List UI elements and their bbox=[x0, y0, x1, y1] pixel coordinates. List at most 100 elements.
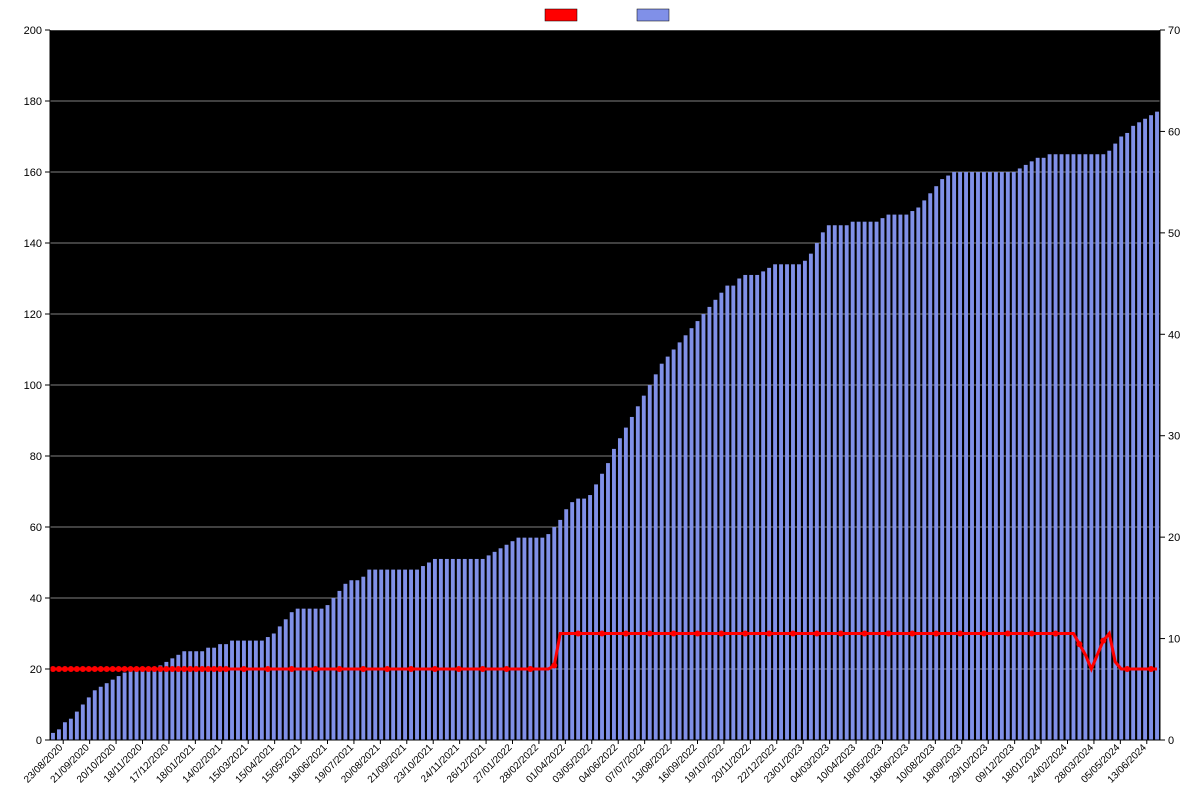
y-left-label: 160 bbox=[24, 167, 42, 179]
bar bbox=[248, 641, 252, 740]
legend-swatch bbox=[545, 9, 577, 21]
bar bbox=[588, 495, 592, 740]
line-marker bbox=[122, 666, 128, 672]
line-marker bbox=[575, 631, 581, 637]
bar bbox=[910, 211, 914, 740]
bar bbox=[725, 286, 729, 740]
line-marker bbox=[456, 666, 462, 672]
dual-axis-chart: 0204060801001201401601802000102030405060… bbox=[0, 0, 1200, 800]
line-marker bbox=[68, 666, 74, 672]
bar bbox=[755, 275, 759, 740]
line-marker bbox=[313, 666, 319, 672]
y-left-label: 100 bbox=[24, 380, 42, 392]
bar bbox=[821, 232, 825, 740]
y-left-label: 60 bbox=[30, 522, 42, 534]
line-marker bbox=[527, 666, 533, 672]
bar bbox=[200, 651, 204, 740]
line-marker bbox=[145, 666, 151, 672]
line-marker bbox=[134, 666, 140, 672]
bar bbox=[1155, 112, 1159, 740]
line-marker bbox=[98, 666, 104, 672]
bar bbox=[1077, 154, 1081, 740]
y-left-label: 0 bbox=[36, 735, 42, 747]
line-marker bbox=[175, 666, 181, 672]
line-marker bbox=[217, 666, 223, 672]
bar bbox=[570, 502, 574, 740]
line-marker bbox=[695, 631, 701, 637]
bar bbox=[534, 538, 538, 740]
bar bbox=[528, 538, 532, 740]
bar bbox=[1030, 161, 1034, 740]
bar bbox=[1024, 165, 1028, 740]
y-right-label: 40 bbox=[1168, 329, 1180, 341]
line-marker bbox=[241, 666, 247, 672]
line-marker bbox=[814, 631, 820, 637]
line-marker bbox=[163, 666, 169, 672]
bar bbox=[129, 669, 133, 740]
line-marker bbox=[128, 666, 134, 672]
bar bbox=[719, 293, 723, 740]
bar bbox=[845, 225, 849, 740]
line-marker bbox=[80, 666, 86, 672]
bar bbox=[863, 222, 867, 740]
bar bbox=[672, 350, 676, 741]
bar bbox=[564, 509, 568, 740]
bar bbox=[469, 559, 473, 740]
bar bbox=[308, 609, 312, 740]
bar bbox=[87, 697, 91, 740]
bar bbox=[702, 314, 706, 740]
line-marker bbox=[1100, 638, 1106, 644]
bar bbox=[558, 520, 562, 740]
line-marker bbox=[432, 666, 438, 672]
bar bbox=[940, 179, 944, 740]
bar bbox=[421, 566, 425, 740]
line-marker bbox=[909, 631, 915, 637]
bar bbox=[660, 364, 664, 740]
bar bbox=[343, 584, 347, 740]
bar bbox=[731, 286, 735, 740]
line-marker bbox=[1005, 631, 1011, 637]
chart-container: 0204060801001201401601802000102030405060… bbox=[0, 0, 1200, 800]
bar bbox=[158, 665, 162, 740]
line-marker bbox=[193, 666, 199, 672]
bar bbox=[1060, 154, 1064, 740]
line-marker bbox=[110, 666, 116, 672]
bar bbox=[1143, 119, 1147, 740]
bar bbox=[218, 644, 222, 740]
bar bbox=[391, 570, 395, 740]
bar bbox=[624, 428, 628, 740]
line-marker bbox=[74, 666, 80, 672]
bar bbox=[415, 570, 419, 740]
bar bbox=[1149, 115, 1153, 740]
line-marker bbox=[742, 631, 748, 637]
bar bbox=[141, 669, 145, 740]
bar bbox=[81, 705, 85, 741]
line-marker bbox=[50, 666, 56, 672]
bar bbox=[123, 673, 127, 740]
line-marker bbox=[151, 666, 157, 672]
bar bbox=[254, 641, 258, 740]
bar bbox=[713, 300, 717, 740]
line-marker bbox=[265, 666, 271, 672]
bar bbox=[1036, 158, 1040, 740]
bar bbox=[63, 722, 67, 740]
bar bbox=[696, 321, 700, 740]
bar bbox=[1006, 172, 1010, 740]
bar bbox=[505, 545, 509, 740]
bar bbox=[463, 559, 467, 740]
line-marker bbox=[336, 666, 342, 672]
bar bbox=[1089, 154, 1093, 740]
bar bbox=[242, 641, 246, 740]
bar bbox=[594, 484, 598, 740]
bar bbox=[1101, 154, 1105, 740]
bar bbox=[475, 559, 479, 740]
line-marker bbox=[790, 631, 796, 637]
bar bbox=[499, 548, 503, 740]
bar bbox=[970, 172, 974, 740]
bar bbox=[326, 605, 330, 740]
bar bbox=[892, 215, 896, 740]
line-marker bbox=[766, 631, 772, 637]
bar bbox=[540, 538, 544, 740]
line-marker bbox=[1029, 631, 1035, 637]
bar bbox=[164, 662, 168, 740]
